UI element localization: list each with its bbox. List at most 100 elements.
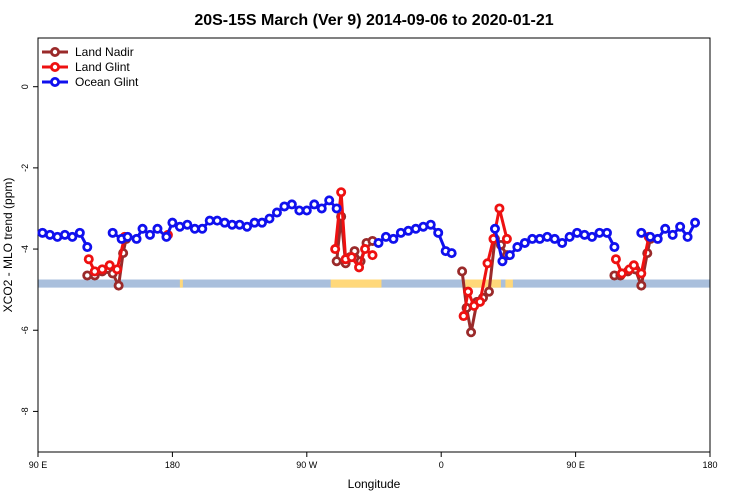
y-tick-label: -8	[20, 407, 30, 415]
land-nadir-point	[483, 286, 494, 297]
ocean-glint-point	[122, 231, 133, 242]
ocean-glint-point	[67, 231, 78, 242]
ocean-glint-point	[373, 237, 384, 248]
ocean-glint-point	[504, 250, 515, 261]
land-glint-point	[97, 264, 108, 275]
land-glint-point	[83, 254, 94, 265]
ocean-glint-point	[144, 229, 155, 240]
y-tick-label: -6	[20, 326, 30, 334]
land-nadir-point	[636, 280, 647, 291]
ocean-glint-point	[182, 219, 193, 230]
land-nadir-point	[331, 256, 342, 267]
ocean-glint-point	[519, 237, 530, 248]
chart-title: 20S-15S March (Ver 9) 2014-09-06 to 2020…	[194, 12, 553, 29]
land-band-segment	[505, 279, 513, 288]
x-axis-ticks: 90 E 180 90 W 0 90 E 180	[29, 452, 718, 470]
y-axis-label: XCO2 - MLO trend (ppm)	[1, 178, 15, 313]
ocean-glint-point	[82, 242, 93, 253]
series-ocean-glint	[37, 195, 701, 267]
ocean-glint-point	[161, 231, 172, 242]
ocean-glint-point	[309, 199, 320, 210]
land-glint-point	[494, 203, 505, 214]
land-glint-point	[104, 260, 115, 271]
ocean-glint-point	[388, 233, 399, 244]
ocean-glint-point	[131, 233, 142, 244]
ocean-glint-point	[636, 227, 647, 238]
ocean-glint-point	[242, 221, 253, 232]
y-axis-ticks: 0 -2 -4 -6 -8	[20, 84, 38, 415]
land-band-segment	[330, 279, 382, 288]
ocean-glint-point	[587, 231, 598, 242]
land-glint-point	[463, 286, 474, 297]
legend-label-ocean-glint: Ocean Glint	[75, 75, 139, 89]
land-glint-point	[482, 258, 493, 269]
land-glint-point	[112, 264, 123, 275]
ocean-glint-point	[271, 207, 282, 218]
land-nadir-point	[457, 266, 468, 277]
ocean-glint-point	[152, 223, 163, 234]
land-glint-point	[346, 252, 357, 263]
land-glint-point	[475, 296, 486, 307]
legend-marker-ocean-glint	[50, 77, 61, 88]
ocean-glint-point	[609, 242, 620, 253]
ocean-glint-point	[425, 219, 436, 230]
x-axis-label: Longitude	[348, 477, 401, 491]
legend-label-land-glint: Land Glint	[75, 60, 130, 74]
land-glint-point	[458, 311, 469, 322]
ocean-glint-point	[264, 213, 275, 224]
ocean-glint-point	[331, 203, 342, 214]
ocean-glint-point	[324, 195, 335, 206]
ocean-glint-point	[107, 227, 118, 238]
land-glint-point	[628, 260, 639, 271]
x-tick-label: 90 E	[566, 460, 585, 470]
land-glint-point	[636, 268, 647, 279]
x-tick-label: 180	[702, 460, 717, 470]
ocean-glint-point	[446, 248, 457, 259]
land-glint-point	[501, 233, 512, 244]
y-tick-label: -2	[20, 164, 30, 172]
x-tick-label: 0	[439, 460, 444, 470]
ocean-glint-point	[512, 242, 523, 253]
ocean-glint-point	[316, 203, 327, 214]
ocean-glint-point	[675, 221, 686, 232]
land-glint-point	[354, 262, 365, 273]
y-tick-label: -4	[20, 245, 30, 253]
y-tick-label: 0	[20, 84, 30, 89]
legend-marker-land-glint	[50, 62, 61, 73]
ocean-glint-point	[667, 229, 678, 240]
x-tick-label: 180	[165, 460, 180, 470]
plot-area-frame	[37, 37, 711, 453]
ocean-glint-point	[74, 227, 85, 238]
ocean-glint-point	[652, 233, 663, 244]
land-glint-point	[616, 268, 627, 279]
land-glint-point	[610, 254, 621, 265]
land-glint-point	[367, 250, 378, 261]
ocean-glint-point	[286, 199, 297, 210]
ocean-glint-point	[660, 223, 671, 234]
land-nadir-point	[113, 280, 124, 291]
land-ocean-band	[38, 279, 710, 288]
ocean-glint-point	[601, 227, 612, 238]
legend-marker-land-nadir	[50, 47, 61, 58]
land-glint-point	[330, 244, 341, 255]
x-tick-label: 90 W	[296, 460, 318, 470]
ocean-glint-point	[433, 227, 444, 238]
ocean-glint-point	[137, 223, 148, 234]
land-glint-point	[336, 187, 347, 198]
ocean-glint-point	[167, 217, 178, 228]
ocean-glint-point	[682, 231, 693, 242]
ocean-glint-point	[197, 223, 208, 234]
ocean-glint-point	[301, 205, 312, 216]
ocean-glint-point	[489, 223, 500, 234]
series-land-glint	[83, 187, 654, 322]
ocean-glint-point	[690, 217, 701, 228]
ocean-glint-point	[549, 233, 560, 244]
land-glint-point	[360, 244, 371, 255]
ocean-glint-point	[557, 237, 568, 248]
x-tick-label: 90 E	[29, 460, 48, 470]
ocean-glint-point	[564, 231, 575, 242]
land-nadir-point	[466, 327, 477, 338]
